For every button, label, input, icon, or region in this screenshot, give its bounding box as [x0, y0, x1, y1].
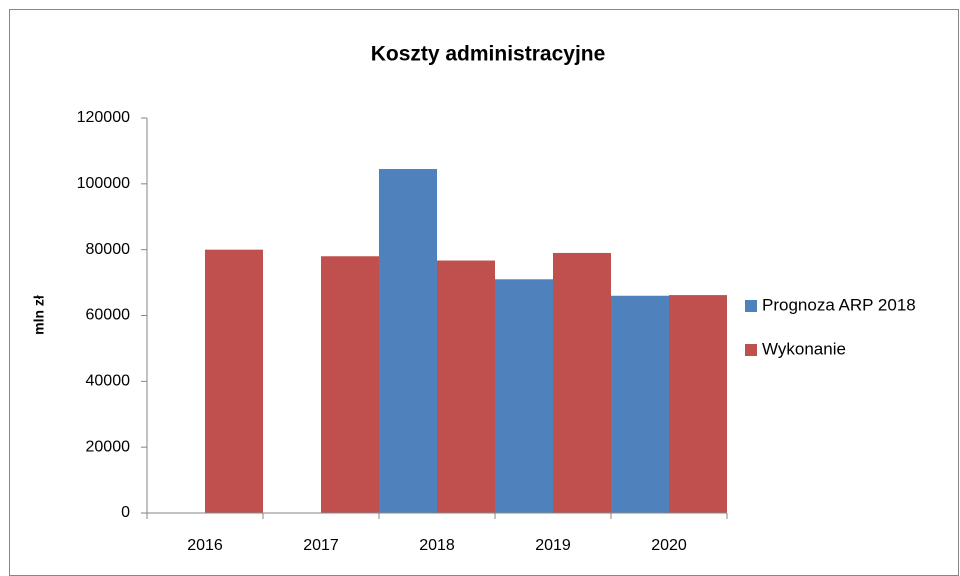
bar	[379, 169, 437, 514]
bar	[611, 295, 669, 513]
y-tick-label: 100000	[77, 175, 130, 192]
y-tick-label: 80000	[86, 241, 131, 258]
y-tick-label: 20000	[86, 438, 131, 455]
bar	[205, 249, 263, 513]
y-tick-label: 0	[121, 504, 130, 521]
legend-swatch	[745, 300, 757, 312]
x-tick-label: 2017	[303, 537, 339, 554]
y-tick-label: 60000	[86, 307, 131, 324]
chart-title: Koszty administracyjne	[371, 43, 606, 66]
x-tick-label: 2016	[187, 537, 223, 554]
x-tick-label: 2020	[651, 537, 687, 554]
bar	[669, 295, 727, 513]
legend-label: Wykonanie	[762, 339, 846, 358]
bar	[437, 260, 495, 513]
y-axis-label: mln zł	[31, 295, 47, 335]
bar	[321, 256, 379, 513]
y-tick-label: 40000	[86, 373, 131, 390]
legend-swatch	[745, 344, 757, 356]
bar	[495, 279, 553, 513]
x-tick-label: 2019	[535, 537, 571, 554]
bar	[553, 252, 611, 514]
y-tick-label: 120000	[77, 109, 130, 126]
legend-label: Prognoza ARP 2018	[762, 295, 916, 314]
x-tick-label: 2018	[419, 537, 455, 554]
